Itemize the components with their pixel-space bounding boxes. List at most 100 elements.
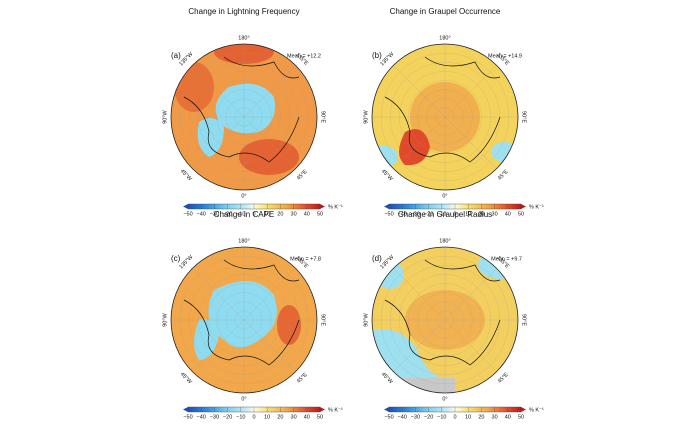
colorbar-tick-label: −50 [183, 211, 192, 217]
longitude-label: 180° [439, 238, 450, 244]
colorbar-tick-label: −50 [183, 414, 192, 420]
longitude-label: 0° [442, 396, 447, 402]
colorbar-tick-label: 40 [505, 414, 511, 420]
warm-core [405, 290, 485, 350]
colorbar-arrow [521, 204, 526, 209]
colorbar-tick-label: −40 [197, 414, 206, 420]
warm-patch [277, 305, 301, 345]
colorbar-arrow [320, 204, 325, 209]
longitude-label: 90°W [162, 109, 168, 123]
colorbar-tick-label: −50 [384, 211, 393, 217]
warm-patch [399, 129, 430, 166]
meridian [243, 116, 296, 169]
warm-patch [214, 44, 274, 64]
latitude-ring [426, 301, 464, 339]
longitude-label: 45°W [179, 371, 193, 385]
colorbar-unit: % K⁻¹ [529, 407, 544, 413]
longitude-label: 45°E [497, 372, 510, 385]
colorbar-tick-label: 20 [478, 414, 484, 420]
panel-mean: Mean = +12.2 [287, 53, 321, 59]
colorbar-tick-label: 10 [465, 211, 471, 217]
cool-patch [197, 118, 224, 157]
colorbar-tick-label: 0 [252, 414, 255, 420]
panel-title: Change in CAPE [214, 210, 274, 219]
panel-title: Change in Graupel Radius [398, 210, 492, 219]
meridian [393, 319, 446, 372]
colorbar-tick-label: 50 [518, 211, 524, 217]
meridian [444, 268, 497, 321]
colorbar-tick-label: −10 [437, 211, 446, 217]
panel-label: (c) [171, 254, 181, 263]
meridian [192, 65, 245, 118]
colorbar-tick-label: −40 [398, 211, 407, 217]
colorbar-tick-label: 40 [505, 211, 511, 217]
latitude-ring [408, 80, 482, 154]
meridian [243, 268, 296, 321]
longitude-label: 45°E [296, 169, 309, 182]
latitude-ring [216, 89, 272, 145]
longitude-label: 90°W [363, 312, 369, 326]
longitude-label: 45°W [380, 371, 394, 385]
meridian [192, 268, 245, 321]
latitude-ring [198, 274, 290, 366]
latitude-ring [198, 71, 290, 163]
cool-patch [215, 83, 275, 134]
latitude-ring [417, 292, 473, 348]
colorbar-tick-label: 20 [478, 211, 484, 217]
colorbar-tick-label: 40 [304, 414, 310, 420]
colorbar-tick-label: 30 [291, 211, 297, 217]
colorbar-tick-label: −30 [411, 211, 420, 217]
longitude-label: 180° [238, 35, 249, 41]
latitude-ring [207, 283, 281, 357]
colorbar-tick-label: −10 [437, 414, 446, 420]
latitude-ring [435, 310, 455, 330]
colorbar-arrow [384, 204, 389, 209]
colorbar-tick-label: 30 [291, 414, 297, 420]
map-border [170, 43, 318, 191]
longitude-label: 45°W [179, 168, 193, 182]
latitude-ring [417, 89, 473, 145]
colorbar-tick-label: 40 [304, 211, 310, 217]
meridian [192, 319, 245, 372]
colorbar-tick-label: 10 [264, 414, 270, 420]
colorbar-tick-label: −30 [411, 414, 420, 420]
coastline [183, 56, 300, 163]
colorbar-arrow [320, 407, 325, 412]
longitude-label: 0° [241, 396, 246, 402]
meridian [243, 65, 296, 118]
latitude-ring [399, 71, 491, 163]
panel-title: Change in Graupel Occurrence [390, 7, 501, 16]
colorbar-unit: % K⁻¹ [529, 204, 544, 210]
latitude-ring [426, 98, 464, 136]
colorbar-tick-label: −10 [236, 211, 245, 217]
colorbar-unit: % K⁻¹ [328, 407, 343, 413]
colorbar-tick-label: 0 [453, 414, 456, 420]
map-border [371, 246, 519, 394]
latitude-ring [207, 80, 281, 154]
latitude-ring [225, 301, 263, 339]
map [171, 44, 317, 190]
colorbar-tick-label: −20 [424, 414, 433, 420]
colorbar-arrow [183, 407, 188, 412]
map [372, 247, 518, 393]
missing-patch [400, 378, 455, 393]
colorbar-tick-label: 20 [277, 211, 283, 217]
longitude-label: 90°E [521, 111, 527, 123]
colorbar-tick-label: −20 [424, 211, 433, 217]
latitude-ring [380, 52, 510, 182]
warm-patch [239, 139, 299, 175]
colorbar-tick-label: 10 [465, 414, 471, 420]
colorbar-tick-label: 10 [264, 211, 270, 217]
colorbar-unit: % K⁻¹ [328, 204, 343, 210]
latitude-ring [399, 274, 491, 366]
panel-title: Change in Lightning Frequency [188, 7, 299, 16]
longitude-label: 90°E [320, 314, 326, 326]
colorbar-arrow [521, 407, 526, 412]
meridian [393, 116, 446, 169]
map [372, 44, 518, 190]
colorbar-tick-label: 0 [252, 211, 255, 217]
meridian [393, 65, 446, 118]
colorbar-tick-label: 50 [317, 211, 323, 217]
longitude-label: 90°W [162, 312, 168, 326]
longitude-label: 45°W [380, 168, 394, 182]
